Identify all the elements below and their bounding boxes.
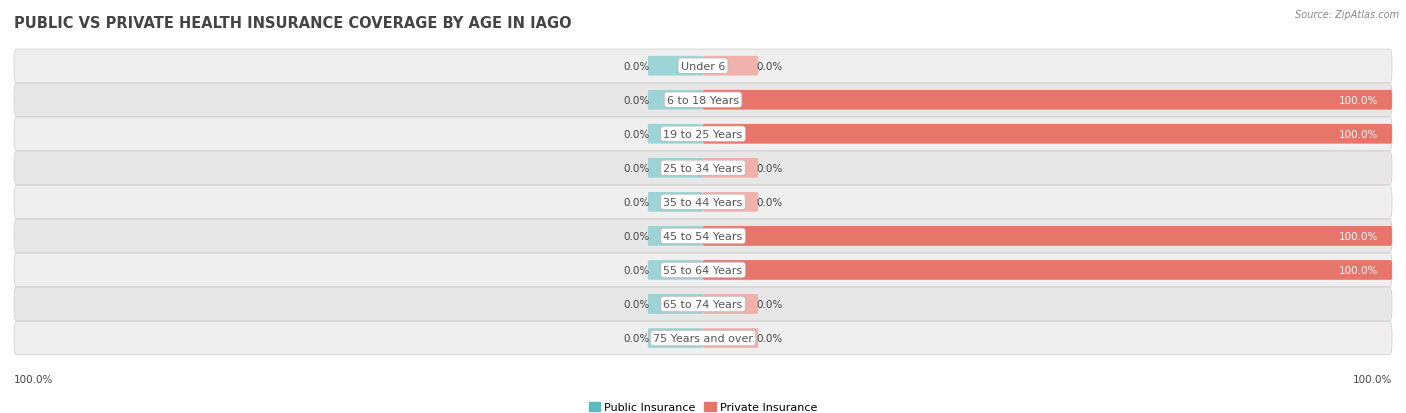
FancyBboxPatch shape xyxy=(14,152,1392,185)
Text: 0.0%: 0.0% xyxy=(623,62,650,71)
FancyBboxPatch shape xyxy=(703,328,758,348)
Text: 100.0%: 100.0% xyxy=(1353,374,1392,384)
FancyBboxPatch shape xyxy=(703,90,1392,110)
Text: 75 Years and over: 75 Years and over xyxy=(652,333,754,343)
Text: 0.0%: 0.0% xyxy=(623,231,650,241)
Text: 0.0%: 0.0% xyxy=(623,299,650,309)
FancyBboxPatch shape xyxy=(703,261,1392,280)
FancyBboxPatch shape xyxy=(703,125,1392,144)
Text: 100.0%: 100.0% xyxy=(1339,129,1378,140)
Text: 100.0%: 100.0% xyxy=(1339,265,1378,275)
FancyBboxPatch shape xyxy=(14,84,1392,117)
FancyBboxPatch shape xyxy=(14,322,1392,355)
Text: 0.0%: 0.0% xyxy=(756,299,783,309)
Text: 19 to 25 Years: 19 to 25 Years xyxy=(664,129,742,140)
Legend: Public Insurance, Private Insurance: Public Insurance, Private Insurance xyxy=(583,398,823,413)
Text: 100.0%: 100.0% xyxy=(1339,95,1378,105)
FancyBboxPatch shape xyxy=(703,159,758,178)
FancyBboxPatch shape xyxy=(703,226,1392,246)
Text: 6 to 18 Years: 6 to 18 Years xyxy=(666,95,740,105)
FancyBboxPatch shape xyxy=(14,50,1392,83)
FancyBboxPatch shape xyxy=(14,254,1392,287)
Text: 0.0%: 0.0% xyxy=(623,129,650,140)
Text: 25 to 34 Years: 25 to 34 Years xyxy=(664,164,742,173)
Text: Source: ZipAtlas.com: Source: ZipAtlas.com xyxy=(1295,10,1399,20)
Text: 0.0%: 0.0% xyxy=(756,62,783,71)
FancyBboxPatch shape xyxy=(648,294,703,314)
Text: 0.0%: 0.0% xyxy=(623,95,650,105)
Text: 100.0%: 100.0% xyxy=(1339,231,1378,241)
FancyBboxPatch shape xyxy=(703,57,758,76)
Text: 35 to 44 Years: 35 to 44 Years xyxy=(664,197,742,207)
Text: PUBLIC VS PRIVATE HEALTH INSURANCE COVERAGE BY AGE IN IAGO: PUBLIC VS PRIVATE HEALTH INSURANCE COVER… xyxy=(14,16,572,31)
FancyBboxPatch shape xyxy=(648,261,703,280)
Text: 55 to 64 Years: 55 to 64 Years xyxy=(664,265,742,275)
FancyBboxPatch shape xyxy=(14,220,1392,253)
FancyBboxPatch shape xyxy=(648,57,703,76)
Text: Under 6: Under 6 xyxy=(681,62,725,71)
FancyBboxPatch shape xyxy=(14,287,1392,321)
Text: 0.0%: 0.0% xyxy=(623,197,650,207)
FancyBboxPatch shape xyxy=(648,192,703,212)
Text: 45 to 54 Years: 45 to 54 Years xyxy=(664,231,742,241)
Text: 65 to 74 Years: 65 to 74 Years xyxy=(664,299,742,309)
Text: 0.0%: 0.0% xyxy=(623,265,650,275)
FancyBboxPatch shape xyxy=(14,118,1392,151)
Text: 0.0%: 0.0% xyxy=(756,164,783,173)
Text: 0.0%: 0.0% xyxy=(756,333,783,343)
FancyBboxPatch shape xyxy=(703,192,758,212)
Text: 100.0%: 100.0% xyxy=(14,374,53,384)
Text: 0.0%: 0.0% xyxy=(623,164,650,173)
FancyBboxPatch shape xyxy=(648,159,703,178)
FancyBboxPatch shape xyxy=(14,186,1392,219)
FancyBboxPatch shape xyxy=(648,90,703,110)
FancyBboxPatch shape xyxy=(648,125,703,144)
Text: 0.0%: 0.0% xyxy=(756,197,783,207)
FancyBboxPatch shape xyxy=(703,294,758,314)
FancyBboxPatch shape xyxy=(648,226,703,246)
FancyBboxPatch shape xyxy=(648,328,703,348)
Text: 0.0%: 0.0% xyxy=(623,333,650,343)
